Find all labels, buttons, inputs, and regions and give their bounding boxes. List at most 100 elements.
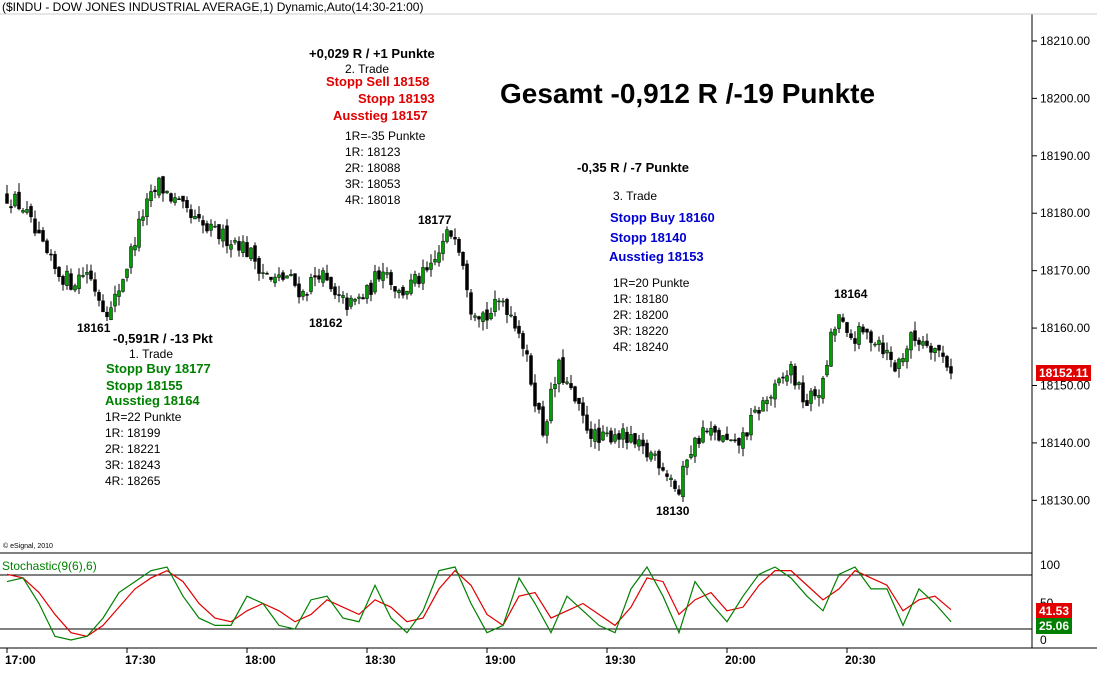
price-tick-label: 18200.00 [1040,91,1090,105]
candle-body [81,275,85,277]
trade1-result: -0,591R / -13 Pkt [113,331,213,346]
candle-body [333,286,337,296]
candle-body [837,314,841,329]
trade1-label: 1. Trade [129,347,174,361]
candle-body [113,293,117,307]
candle-body [793,365,797,386]
candle-body [769,396,773,399]
candle-body [253,245,257,262]
candle-body [25,209,29,213]
candle-body [517,325,521,334]
trade3-result: -0,35 R / -7 Punkte [577,160,689,175]
candle-body [713,426,717,433]
candle-body [425,267,429,271]
candle-body [229,244,233,250]
candle-body [765,399,769,405]
candle-body [429,262,433,270]
candle-body [197,214,201,219]
candle-body [157,177,161,196]
candle-body [129,246,133,268]
candle-body [397,290,401,294]
candle-body [373,271,377,293]
candle-body [489,312,493,320]
candle-body [69,273,73,290]
candle-body [933,348,937,354]
candle-body [577,397,581,404]
candle-body [125,268,129,278]
time-tick-label: 19:00 [485,653,516,667]
candle-body [209,223,213,231]
candle-body [393,286,397,292]
trade2-stop: Stopp 18193 [358,91,435,106]
candle-body [657,450,661,469]
candle-body [625,431,629,443]
candle-body [785,375,789,382]
candle-body [565,381,569,384]
time-tick-label: 18:30 [365,653,396,667]
stoch-d-line [6,569,952,637]
trade3-target-4: 4R: 18240 [613,340,669,354]
candle-body [701,427,705,443]
trade2-entry: Stopp Sell 18158 [326,74,430,89]
candle-body [465,263,469,291]
candle-body [821,378,825,399]
candle-body [641,439,645,447]
candle-body [941,352,945,357]
candle-body [361,297,365,300]
stochastic-panel [0,565,1032,641]
time-tick-label: 17:30 [125,653,156,667]
candle-body [329,276,333,290]
candle-body [145,198,149,217]
candle-body [789,364,793,376]
candle-body [561,357,565,383]
time-axis: 17:00 17:30 18:00 18:30 19:00 19:30 20:00 20:30 [5,648,876,667]
trade3-stop: Stopp 18140 [610,230,687,245]
candle-body [457,238,461,253]
pivot-high-1: 18177 [418,213,452,227]
candle-body [829,331,833,367]
candle-body [589,428,593,439]
candle-body [917,339,921,345]
candle-body [265,273,269,275]
trade1-target-3: 3R: 18243 [105,458,161,472]
candle-body [669,477,673,480]
candle-body [133,245,137,251]
time-tick-label: 18:00 [245,653,276,667]
candle-body [781,376,785,379]
candle-body [677,489,681,495]
candle-body [825,364,829,376]
candle-body [353,299,357,302]
candle-body [741,432,745,449]
candle-body [705,430,709,433]
candle-body [213,225,217,228]
candle-body [893,362,897,372]
candle-body [165,190,169,194]
candle-body [149,191,153,202]
candle-body [245,242,249,257]
price-tick-label: 18130.00 [1040,493,1090,507]
time-tick-label: 17:00 [5,653,36,667]
time-tick-label: 20:00 [725,653,756,667]
candle-body [857,326,861,345]
candle-body [853,338,857,344]
candle-body [461,252,465,266]
trade3-label: 3. Trade [613,189,658,203]
candle-body [597,427,601,443]
trade2-target-2: 2R: 18088 [345,161,401,175]
candle-body [757,409,761,414]
candle-body [505,299,509,315]
candle-body [161,176,165,194]
candle-body [17,191,21,210]
candle-body [437,252,441,263]
copyright: © eSignal, 2010 [3,542,53,550]
candle-body [665,473,669,477]
pivot-high-2: 18164 [834,287,868,301]
candle-body [609,430,613,443]
candle-body [73,285,77,291]
candle-body [817,395,821,398]
price-tick-label: 18210.00 [1040,34,1090,48]
candle-body [405,290,409,295]
candle-body [281,272,285,280]
time-tick-label: 19:30 [605,653,636,667]
trade1-risk: 1R=22 Punkte [105,410,182,424]
